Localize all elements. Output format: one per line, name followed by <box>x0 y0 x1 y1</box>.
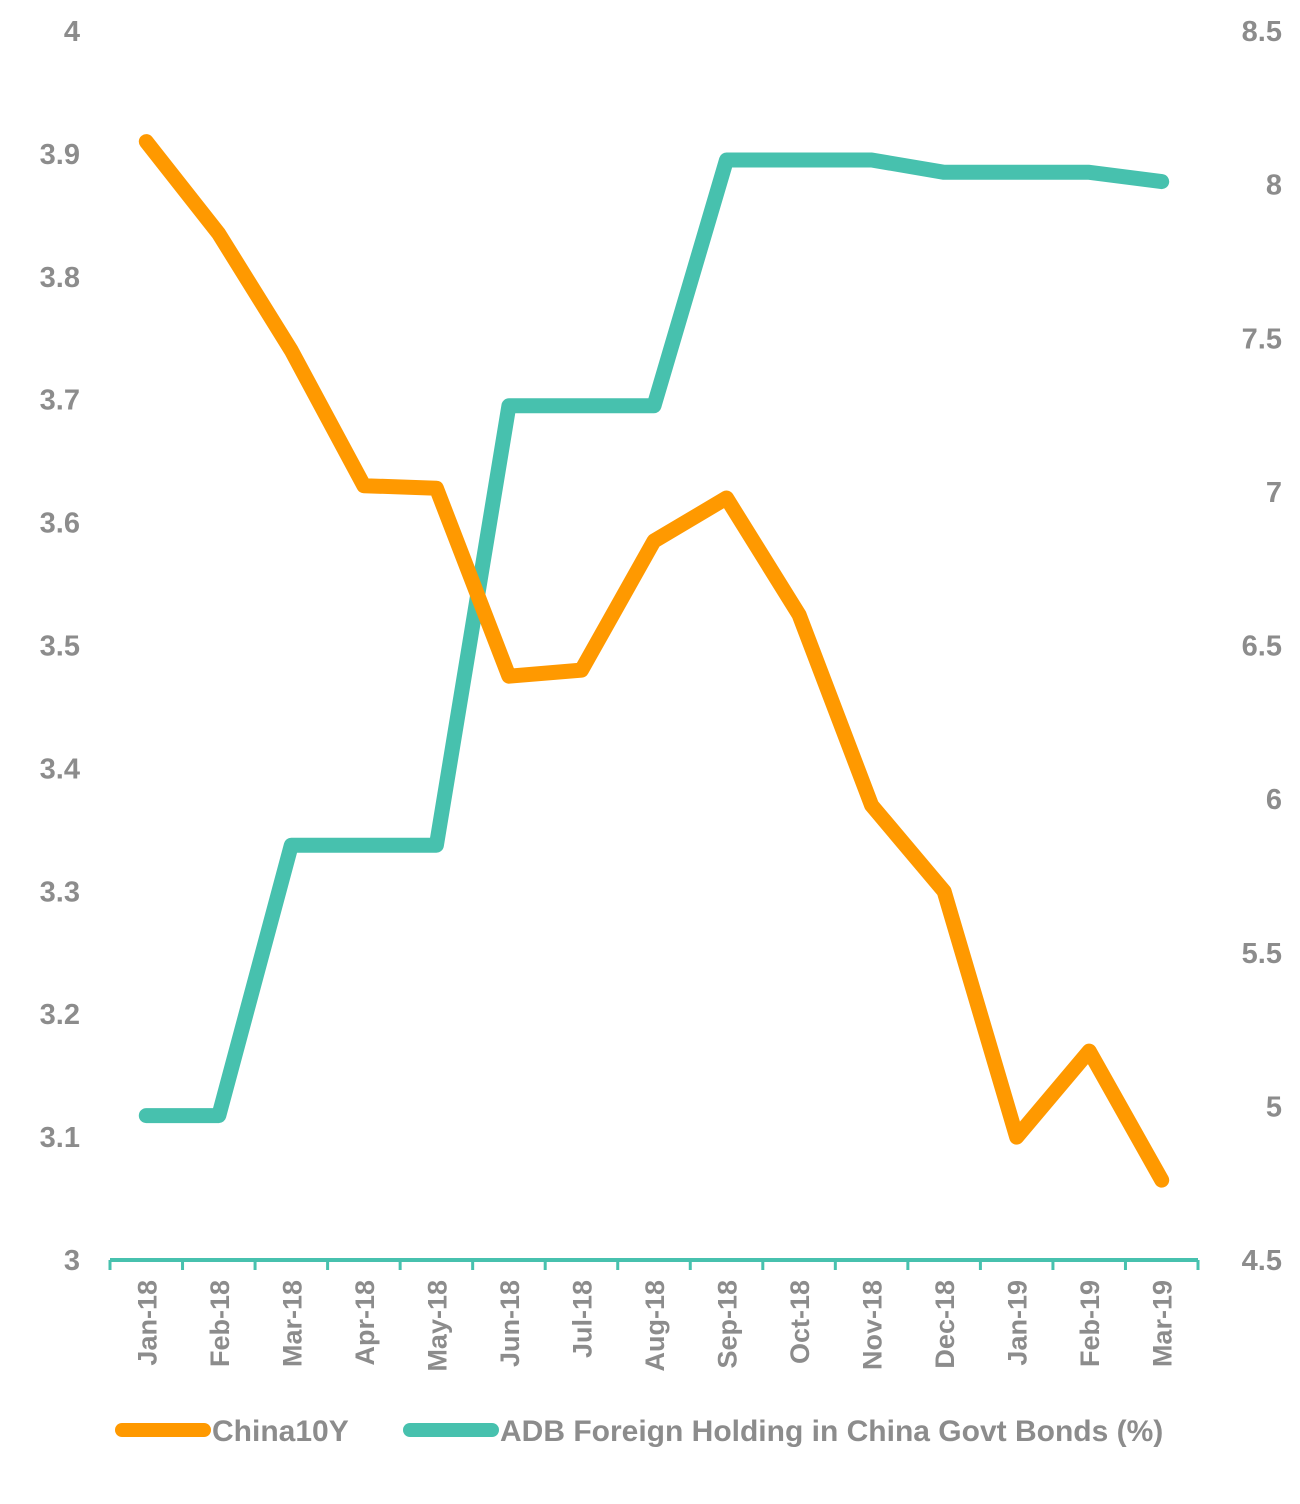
left-axis-tick-label: 3.5 <box>40 631 80 663</box>
right-axis-ticks: 4.5 5 5.5 6 6.5 7 7.5 8 8.5 <box>1242 16 1282 1277</box>
left-axis-tick-label: 3.3 <box>40 876 80 908</box>
right-axis-tick-label: 7.5 <box>1242 323 1282 355</box>
x-axis-category-label: Jan-19 <box>1003 1280 1033 1366</box>
right-axis-tick-label: 5 <box>1266 1091 1282 1123</box>
x-axis-category-label: Jun-18 <box>495 1280 525 1367</box>
right-axis-tick-label: 5.5 <box>1242 938 1282 970</box>
x-axis-category-label: Feb-18 <box>205 1280 235 1367</box>
x-axis-category-label: Aug-18 <box>640 1280 670 1372</box>
left-axis-tick-label: 3.8 <box>40 262 80 294</box>
legend: China10Y ADB Foreign Holding in China Gov… <box>122 1415 1163 1448</box>
x-axis-category-label: Feb-19 <box>1075 1280 1105 1367</box>
left-axis-tick-label: 3 <box>64 1245 80 1277</box>
series-line-china10y <box>146 142 1161 1181</box>
legend-label: China10Y <box>212 1415 349 1448</box>
right-axis-tick-label: 4.5 <box>1242 1245 1282 1277</box>
x-axis-category-label: Nov-18 <box>858 1280 888 1370</box>
series-layer <box>146 142 1162 1181</box>
x-axis-category-label: Oct-18 <box>785 1280 815 1364</box>
legend-item-china10y: China10Y <box>122 1415 349 1448</box>
x-axis-tick-labels: Jan-18 Feb-18 Mar-18 Apr-18 May-18 Jun-18 Jul-… <box>132 1280 1177 1372</box>
x-axis-category-label: Jul-18 <box>567 1280 597 1358</box>
left-axis-tick-label: 3.9 <box>40 139 80 171</box>
left-axis-tick-label: 3.7 <box>40 385 80 417</box>
x-axis-category-label: Apr-18 <box>350 1280 380 1366</box>
right-axis-tick-label: 6 <box>1266 784 1282 816</box>
left-axis-tick-label: 3.2 <box>40 999 80 1031</box>
right-axis-tick-label: 8 <box>1266 170 1282 202</box>
legend-label: ADB Foreign Holding in China Govt Bonds … <box>500 1415 1163 1448</box>
x-axis-category-label: Mar-18 <box>277 1280 307 1367</box>
x-axis-category-label: Sep-18 <box>713 1280 743 1369</box>
x-axis <box>110 1260 1198 1270</box>
series-line-adb-foreign-holding <box>146 160 1161 1116</box>
left-axis-tick-label: 3.4 <box>40 753 80 785</box>
x-axis-category-label: Dec-18 <box>930 1280 960 1369</box>
right-axis-tick-label: 8.5 <box>1242 16 1282 48</box>
left-axis-ticks: 3 3.1 3.2 3.3 3.4 3.5 3.6 3.7 3.8 3.9 4 <box>40 16 80 1277</box>
legend-item-adb-foreign-holding: ADB Foreign Holding in China Govt Bonds … <box>410 1415 1163 1448</box>
x-axis-category-label: Jan-18 <box>132 1280 162 1366</box>
left-axis-tick-label: 3.1 <box>40 1122 80 1154</box>
x-axis-category-label: Mar-19 <box>1148 1280 1178 1367</box>
x-axis-category-label: May-18 <box>422 1280 452 1372</box>
right-axis-tick-label: 7 <box>1266 477 1282 509</box>
left-axis-tick-label: 3.6 <box>40 508 80 540</box>
right-axis-tick-label: 6.5 <box>1242 631 1282 663</box>
left-axis-tick-label: 4 <box>64 16 80 48</box>
